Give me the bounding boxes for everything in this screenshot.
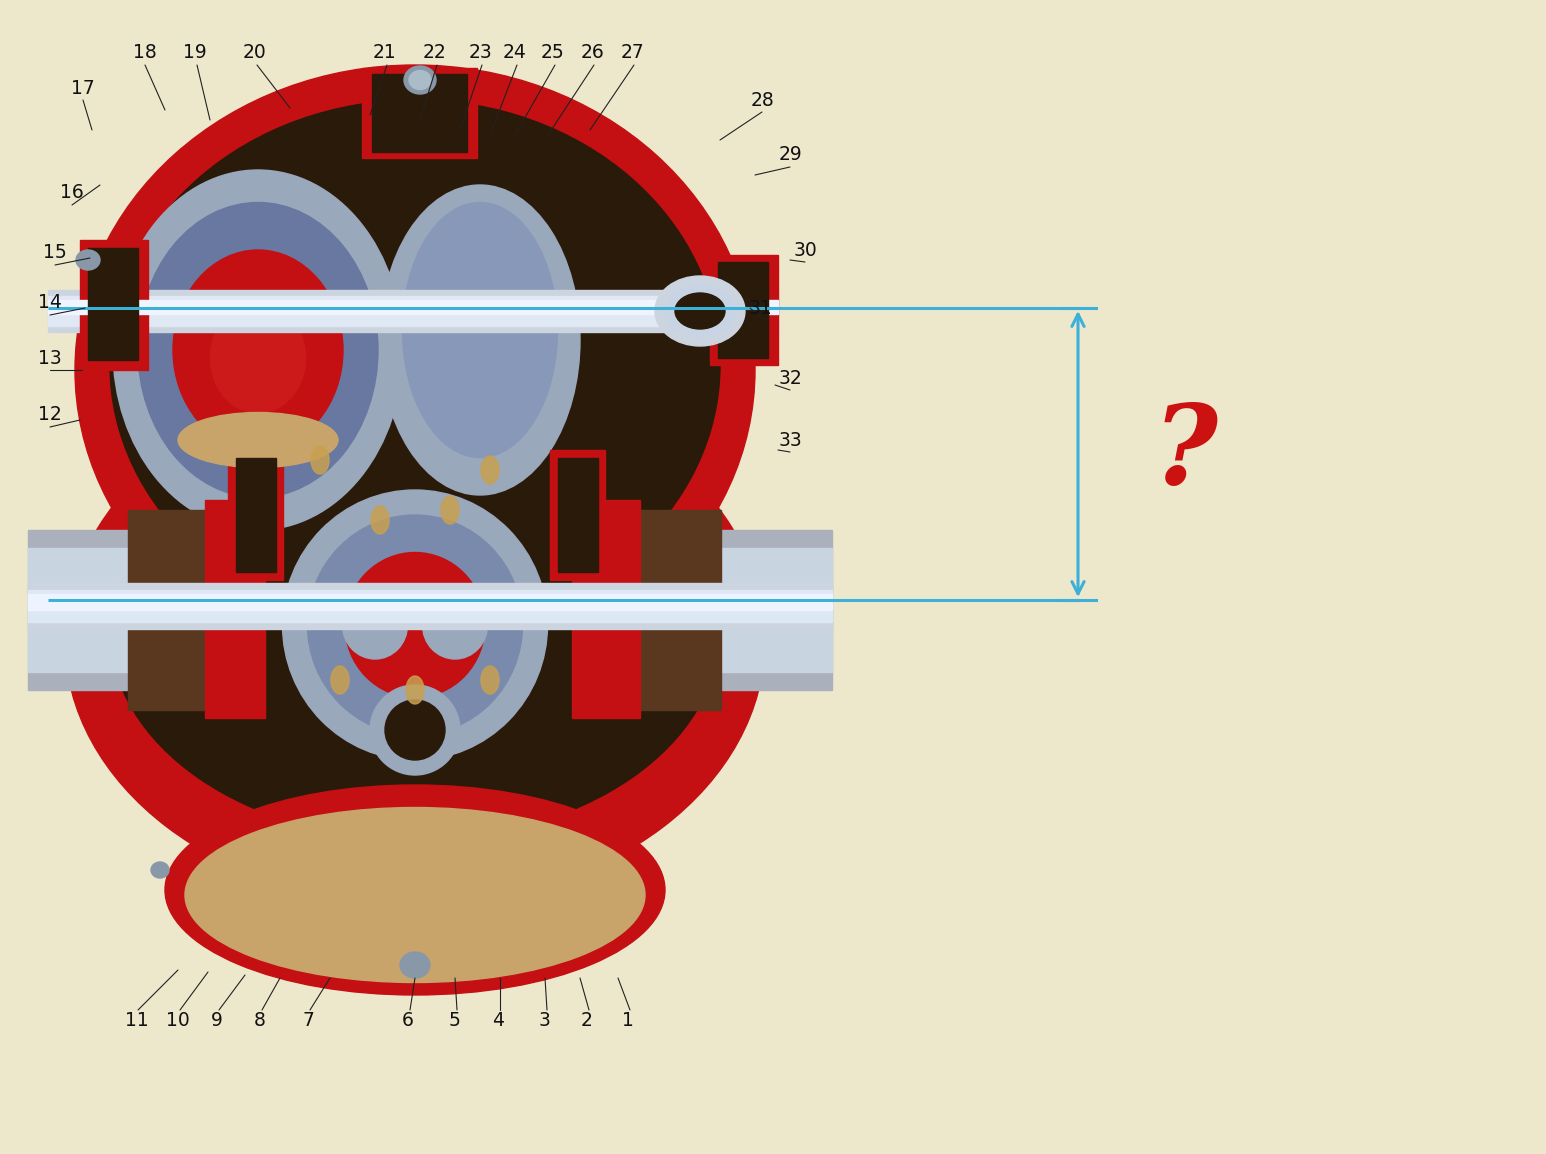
Ellipse shape: [676, 293, 725, 329]
Text: 31: 31: [748, 299, 771, 317]
Bar: [237, 458, 277, 572]
Ellipse shape: [138, 202, 379, 497]
Bar: [88, 248, 138, 360]
Text: 32: 32: [778, 368, 802, 388]
Bar: [48, 300, 778, 314]
Bar: [28, 583, 832, 629]
Text: 14: 14: [39, 293, 62, 313]
Ellipse shape: [178, 412, 339, 467]
Ellipse shape: [404, 66, 436, 93]
Ellipse shape: [76, 250, 100, 270]
Bar: [362, 68, 478, 158]
Bar: [373, 74, 467, 152]
Text: 13: 13: [39, 349, 62, 367]
Ellipse shape: [410, 70, 431, 90]
Text: 29: 29: [778, 145, 802, 165]
Bar: [227, 450, 283, 580]
Text: 19: 19: [182, 43, 207, 61]
Ellipse shape: [113, 170, 404, 530]
Ellipse shape: [308, 515, 523, 735]
Text: 4: 4: [492, 1011, 504, 1029]
Ellipse shape: [173, 250, 343, 450]
Ellipse shape: [345, 553, 485, 697]
Text: 3: 3: [540, 1011, 550, 1029]
Text: 30: 30: [793, 240, 816, 260]
Text: 10: 10: [165, 1011, 190, 1029]
Ellipse shape: [331, 666, 349, 694]
Ellipse shape: [400, 952, 430, 977]
Ellipse shape: [656, 276, 745, 346]
Bar: [28, 590, 832, 622]
Ellipse shape: [402, 202, 558, 457]
Ellipse shape: [186, 808, 645, 982]
Bar: [206, 500, 264, 718]
Bar: [80, 240, 148, 370]
Bar: [28, 28, 860, 1020]
Bar: [635, 530, 832, 690]
Text: 26: 26: [580, 43, 604, 61]
Bar: [28, 530, 196, 690]
Text: 22: 22: [424, 43, 447, 61]
Text: 24: 24: [502, 43, 527, 61]
Bar: [28, 594, 832, 610]
Text: 7: 7: [301, 1011, 314, 1029]
Bar: [572, 500, 640, 718]
Text: 9: 9: [212, 1011, 223, 1029]
Ellipse shape: [481, 666, 499, 694]
Ellipse shape: [283, 490, 547, 760]
Text: 12: 12: [39, 405, 62, 425]
Text: 15: 15: [43, 243, 66, 262]
Text: 23: 23: [468, 43, 492, 61]
Ellipse shape: [481, 456, 499, 484]
Ellipse shape: [369, 685, 461, 775]
Text: 33: 33: [778, 430, 802, 450]
Text: 11: 11: [125, 1011, 148, 1029]
Ellipse shape: [385, 700, 445, 760]
Ellipse shape: [380, 185, 580, 495]
Ellipse shape: [210, 304, 306, 413]
Text: 6: 6: [402, 1011, 414, 1029]
Bar: [635, 510, 720, 710]
Bar: [558, 458, 598, 572]
Text: 8: 8: [254, 1011, 266, 1029]
Ellipse shape: [65, 375, 765, 905]
Text: 16: 16: [60, 183, 83, 202]
Bar: [710, 255, 778, 365]
Bar: [550, 450, 604, 580]
Text: 27: 27: [620, 43, 643, 61]
Bar: [717, 262, 768, 358]
Ellipse shape: [165, 785, 665, 995]
Ellipse shape: [76, 65, 754, 675]
Ellipse shape: [152, 862, 169, 878]
Text: 25: 25: [541, 43, 564, 61]
Ellipse shape: [110, 420, 720, 840]
Text: 28: 28: [750, 90, 775, 110]
Text: 20: 20: [243, 43, 267, 61]
Ellipse shape: [663, 285, 736, 337]
Bar: [28, 548, 196, 672]
Ellipse shape: [311, 445, 329, 474]
Bar: [48, 295, 778, 325]
Text: 5: 5: [448, 1011, 461, 1029]
Ellipse shape: [371, 505, 390, 534]
Text: 2: 2: [581, 1011, 594, 1029]
Ellipse shape: [422, 591, 487, 659]
Ellipse shape: [407, 676, 424, 704]
Text: 18: 18: [133, 43, 156, 61]
Bar: [128, 510, 227, 710]
Ellipse shape: [441, 496, 459, 524]
Bar: [635, 548, 832, 672]
Text: 17: 17: [71, 78, 94, 97]
Text: ?: ?: [1152, 400, 1218, 508]
Text: 21: 21: [373, 43, 397, 61]
Bar: [48, 290, 778, 332]
Ellipse shape: [343, 591, 408, 659]
Ellipse shape: [110, 100, 720, 630]
Text: 1: 1: [621, 1011, 634, 1029]
